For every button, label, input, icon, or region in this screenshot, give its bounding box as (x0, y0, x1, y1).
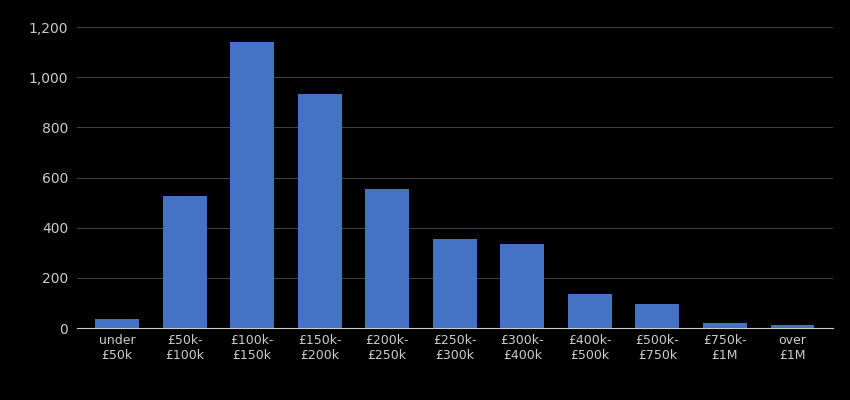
Bar (298, 94, 342, 328)
Bar (366, 189, 409, 328)
Bar (636, 304, 679, 328)
Bar (95, 319, 139, 328)
Bar (230, 42, 274, 328)
Bar (162, 196, 207, 328)
Bar (501, 244, 544, 328)
Bar (770, 326, 814, 328)
Bar (568, 294, 612, 328)
Bar (703, 323, 747, 328)
Bar (433, 239, 477, 328)
